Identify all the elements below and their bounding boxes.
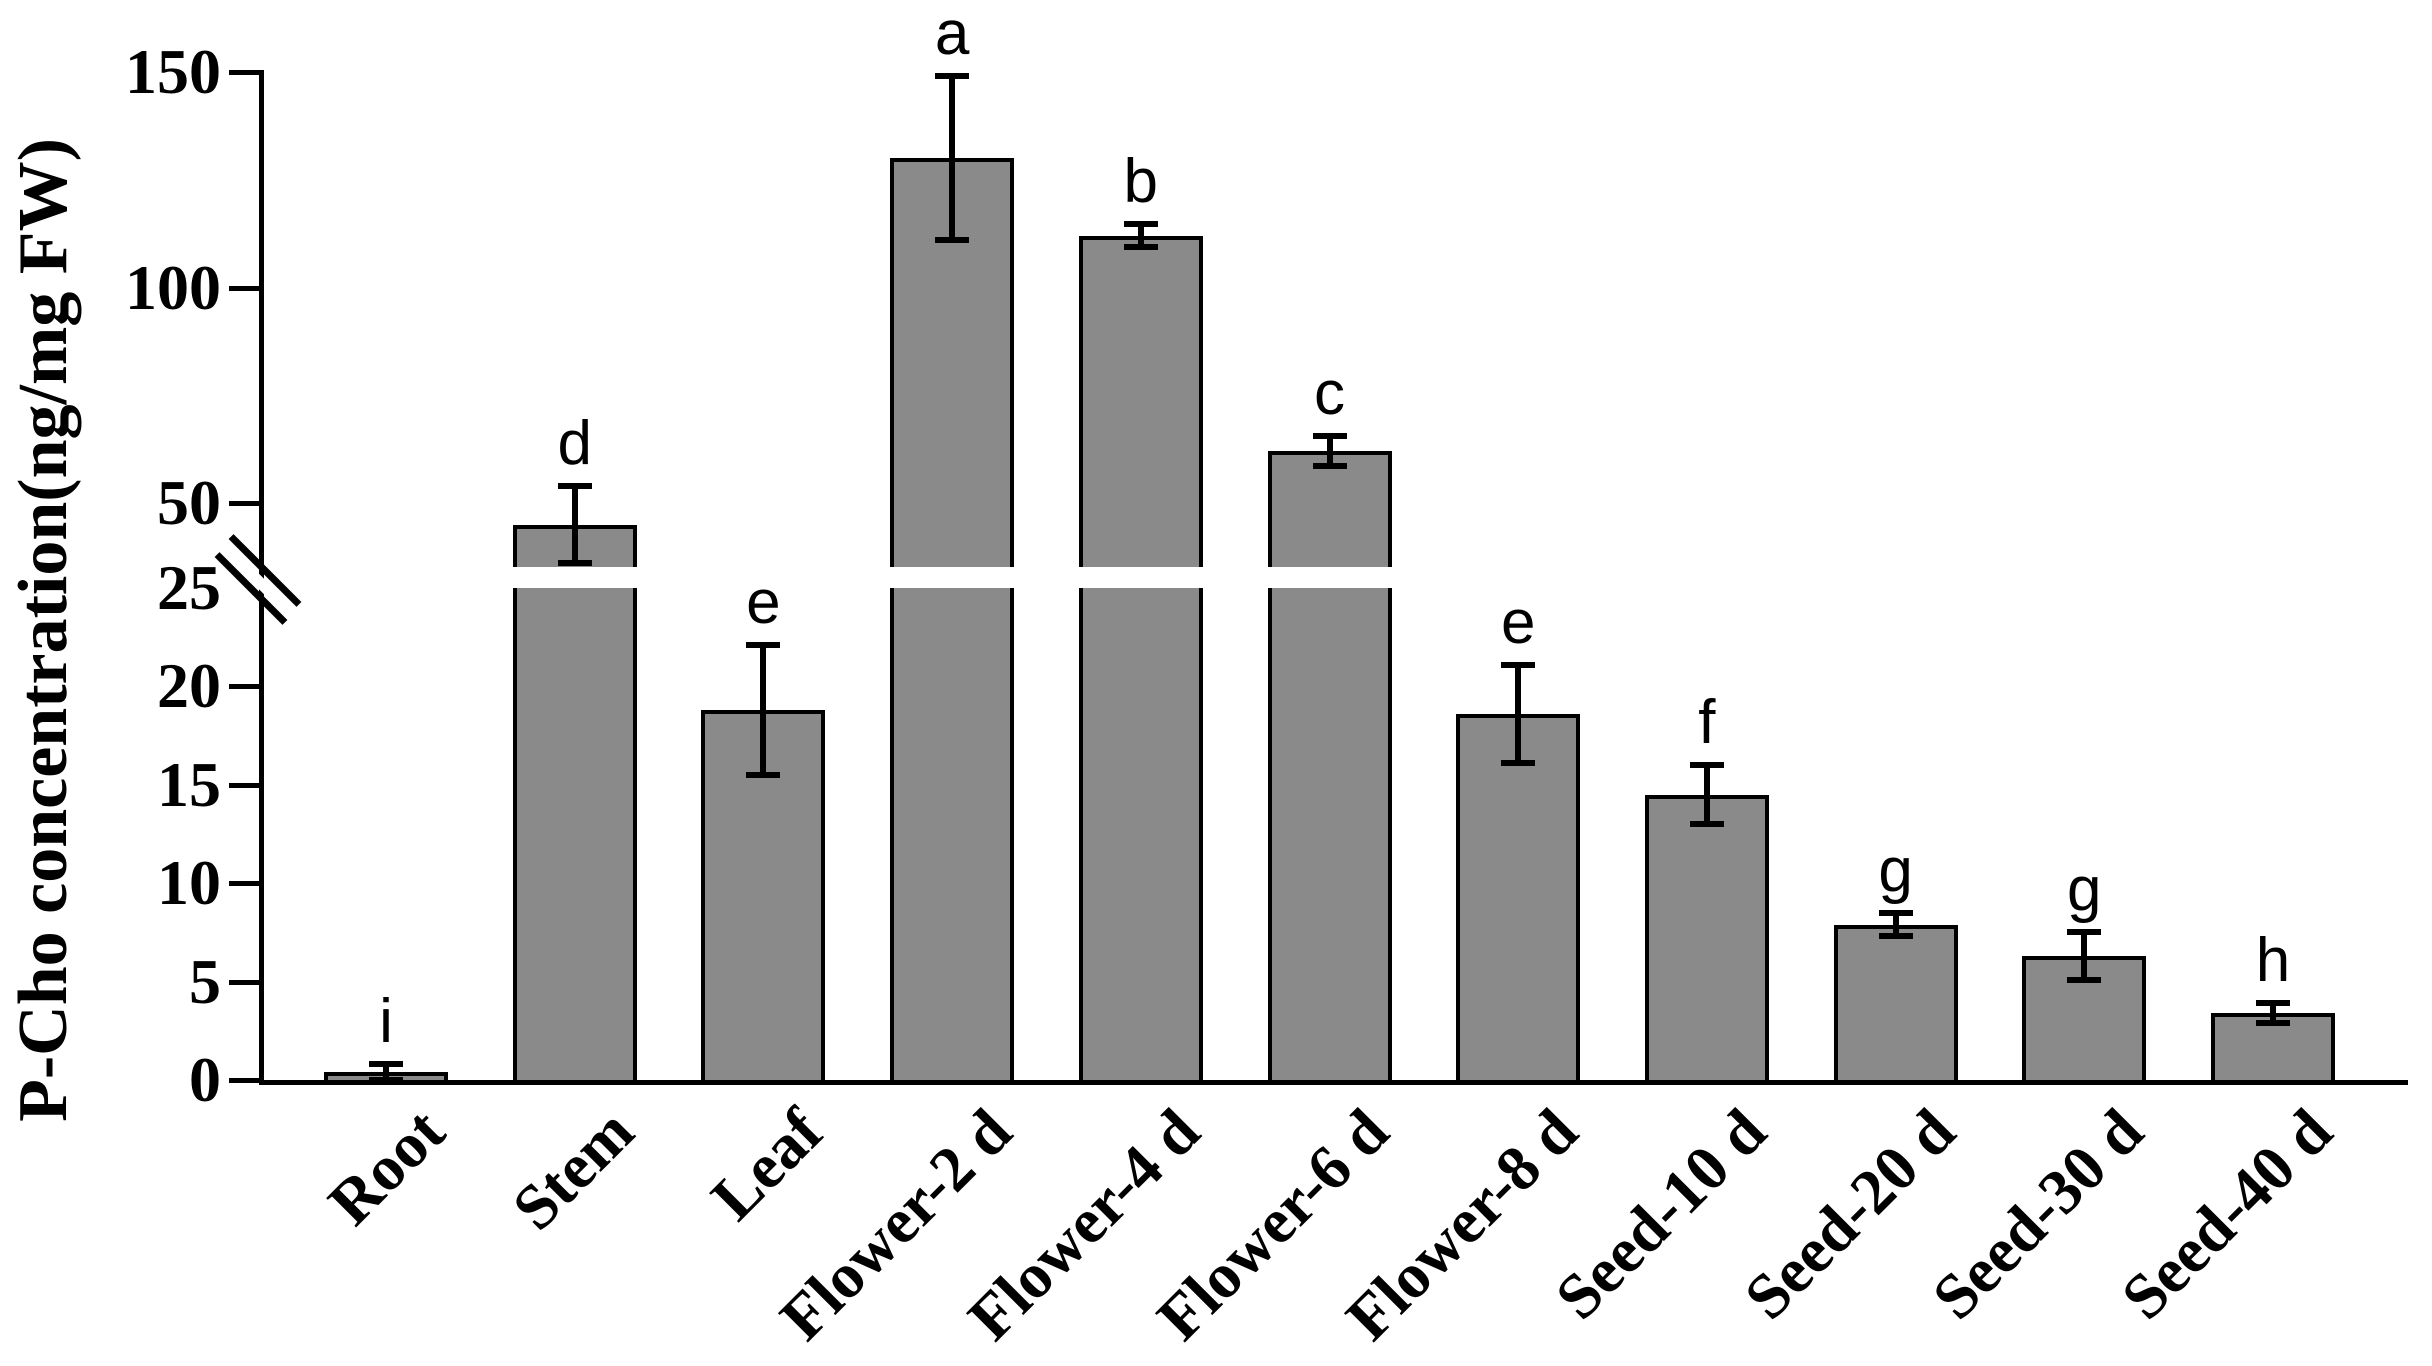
error-bar-cap-top <box>1878 909 1913 916</box>
error-bar-whisker <box>1515 664 1522 764</box>
significance-letter: c <box>1314 359 1345 429</box>
error-bar-cap-top <box>2067 929 2102 936</box>
bar <box>1267 451 1392 1084</box>
error-bar-whisker <box>2081 932 2088 980</box>
error-bar-cap-bottom <box>557 560 592 567</box>
error-bar-cap-top <box>2256 1000 2290 1007</box>
y-tick-label: 100 <box>125 251 221 323</box>
y-tick-label: 20 <box>157 650 221 722</box>
x-axis-label: Seed-30 d <box>1919 1095 2157 1333</box>
y-tick-label: 0 <box>189 1044 221 1115</box>
x-axis-label: Seed-10 d <box>1541 1095 1780 1333</box>
significance-letter: b <box>1123 147 1159 217</box>
y-tick <box>229 1078 259 1083</box>
y-tick-label: 150 <box>125 36 221 107</box>
significance-letter: f <box>1698 688 1716 758</box>
y-tick-label: 10 <box>157 847 221 919</box>
error-bar-cap-bottom <box>2067 976 2102 983</box>
error-bar-cap-top <box>1501 661 1536 668</box>
y-tick-label-break: 25 <box>157 552 221 623</box>
bar <box>1456 713 1581 1084</box>
axis-break-bar-gap <box>1265 567 1394 588</box>
y-tick <box>229 684 259 690</box>
significance-letter: h <box>2255 926 2291 996</box>
error-bar-cap-top <box>1123 221 1158 228</box>
y-tick-label: 50 <box>157 467 221 538</box>
error-bar-cap-bottom <box>746 771 781 778</box>
bar <box>1833 924 1958 1084</box>
error-bar-whisker <box>1703 765 1710 825</box>
error-bar-whisker <box>1892 912 1899 937</box>
error-bar-cap-bottom <box>2256 1019 2290 1026</box>
error-bar-whisker <box>1137 224 1144 248</box>
error-bar-cap-bottom <box>1878 933 1913 940</box>
error-bar-cap-bottom <box>1312 463 1347 470</box>
y-tick <box>229 881 259 887</box>
error-bar-whisker <box>1326 436 1333 467</box>
error-bar-whisker <box>2270 1003 2276 1023</box>
error-bar-cap-top <box>369 1061 403 1068</box>
significance-letter: g <box>1878 835 1913 905</box>
error-bar-whisker <box>760 645 767 775</box>
axis-break-slash-lower <box>214 552 288 625</box>
bar <box>1644 794 1769 1084</box>
y-tick <box>229 70 259 75</box>
error-bar-cap-top <box>1689 762 1724 769</box>
axis-break-bar-gap <box>510 567 639 588</box>
bar <box>890 158 1015 1084</box>
x-axis-label: Root <box>315 1095 459 1239</box>
error-bar-cap-bottom <box>369 1077 403 1083</box>
significance-letter: d <box>557 408 592 478</box>
x-axis-label: Stem <box>498 1095 648 1244</box>
x-axis-label: Leaf <box>697 1095 836 1234</box>
significance-letter: e <box>746 568 781 638</box>
significance-letter: g <box>2067 855 2102 925</box>
y-tick <box>229 501 259 506</box>
significance-letter: a <box>934 0 970 69</box>
significance-letter: i <box>379 987 393 1057</box>
error-bar-cap-top <box>557 482 592 489</box>
error-bar-cap-top <box>1312 433 1347 440</box>
error-bar-cap-top <box>746 642 781 649</box>
axis-break-bar-gap <box>1076 567 1205 588</box>
error-bar-cap-bottom <box>1689 821 1724 828</box>
significance-letter: e <box>1500 587 1536 657</box>
y-tick-label: 15 <box>157 748 221 820</box>
bar <box>1078 235 1203 1084</box>
bar <box>512 524 637 1084</box>
y-tick <box>229 979 259 985</box>
y-tick <box>229 285 259 291</box>
axis-break-gap <box>218 540 296 619</box>
error-bar-cap-bottom <box>1501 760 1536 767</box>
error-bar-whisker <box>571 485 578 564</box>
y-tick <box>229 782 259 788</box>
error-bar-cap-bottom <box>1123 244 1158 251</box>
error-bar-cap-bottom <box>935 237 970 244</box>
error-bar-whisker <box>949 76 956 241</box>
axis-break-bar-gap <box>888 567 1017 588</box>
x-axis-label: Seed-40 d <box>2107 1095 2346 1333</box>
error-bar-whisker <box>383 1064 389 1080</box>
y-tick-label: 5 <box>189 945 221 1017</box>
error-bar-cap-top <box>935 73 970 80</box>
